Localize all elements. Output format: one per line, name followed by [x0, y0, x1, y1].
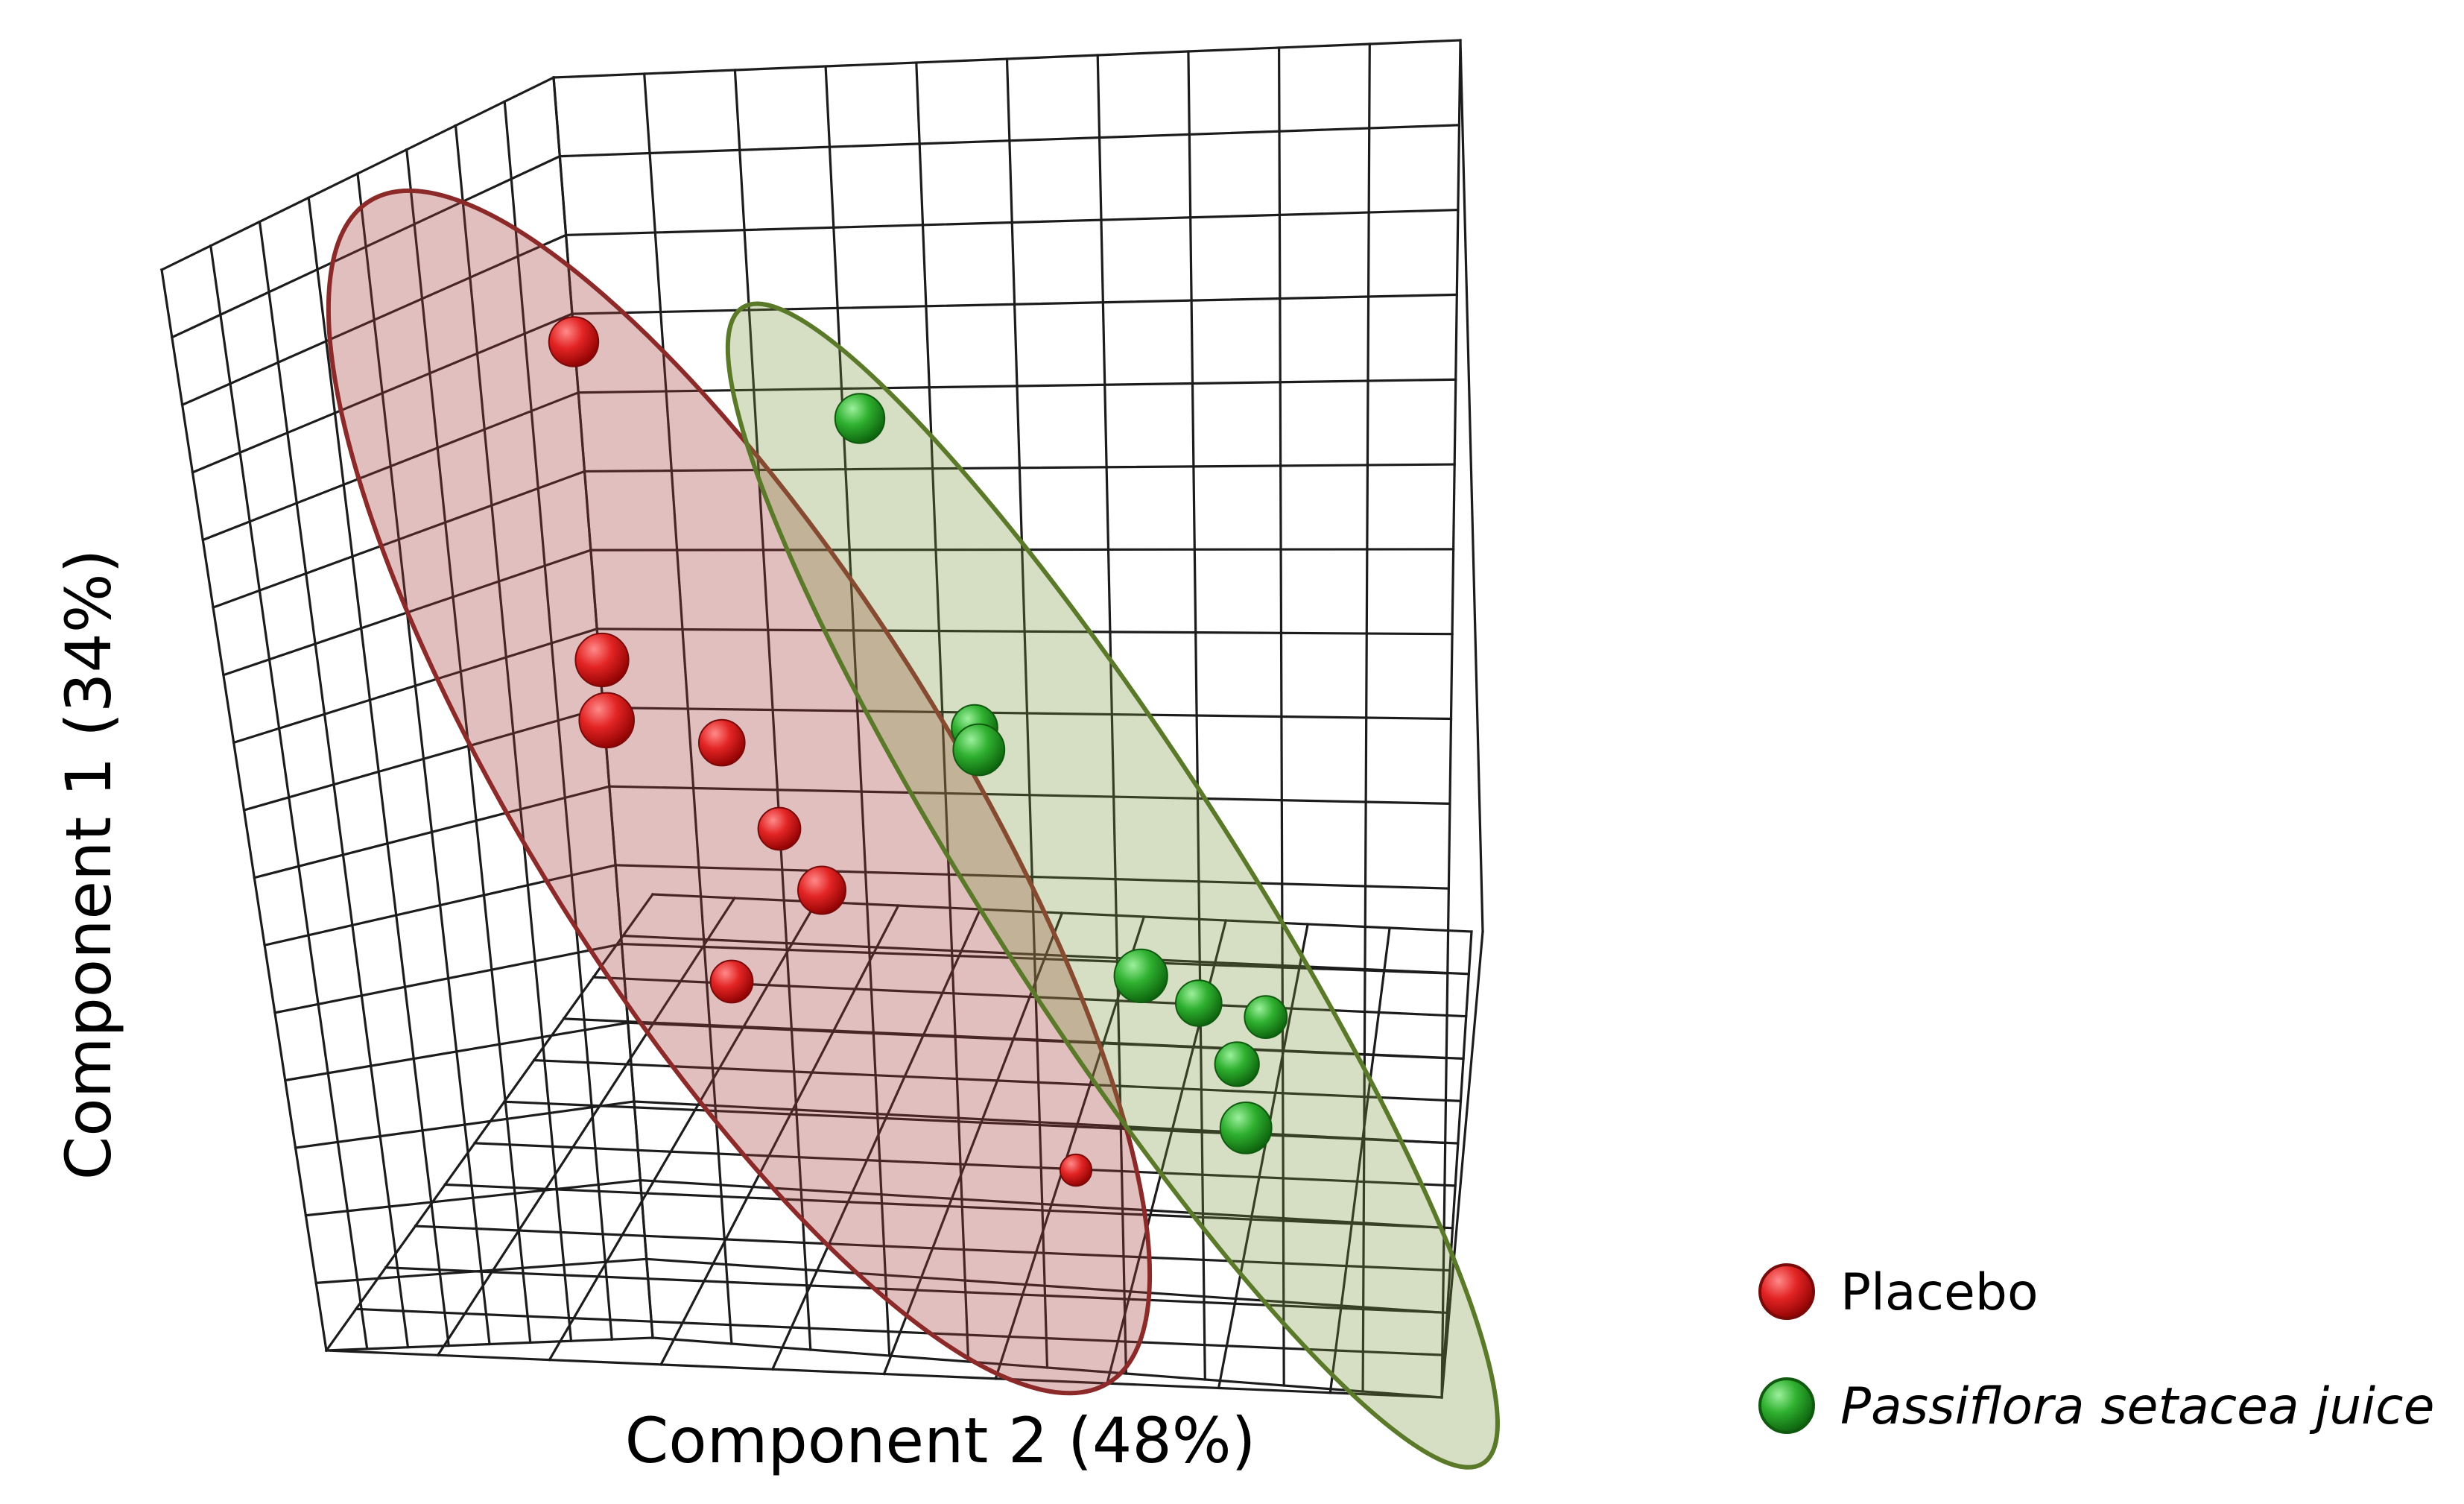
data-point-placebo: [1059, 1153, 1093, 1187]
gridline-floor-width: [503, 1100, 1460, 1145]
confidence-ellipse-passiflora: [725, 301, 1500, 1470]
gridline-back-horizontal: [552, 39, 1462, 79]
group-ellipses: [326, 188, 1500, 1470]
gridline-back-horizontal: [614, 864, 1451, 890]
gridline-floor-width: [533, 1058, 1463, 1102]
gridline-floor-width: [621, 934, 1471, 976]
gridline-left-horizontal: [273, 942, 624, 1014]
gridline-left-horizontal: [304, 1178, 642, 1217]
gridline-floor-depth: [659, 903, 900, 1367]
gridline-floor-width: [355, 1307, 1446, 1356]
gridline-floor-width: [562, 1017, 1465, 1061]
y-axis-label: Component 1 (34%): [52, 549, 125, 1181]
gridline-floor-width: [325, 1349, 1443, 1399]
data-point-passiflora: [1175, 979, 1223, 1027]
legend-label-passiflora: Passiflora setacea juice: [1840, 1377, 2434, 1436]
data-point-placebo: [574, 632, 630, 688]
gridline-left-horizontal: [325, 1336, 654, 1352]
gridline-floor-width: [443, 1183, 1454, 1230]
legend: Placebo Passiflora setacea juice: [1758, 1263, 2434, 1436]
gridline-floor-depth: [770, 907, 982, 1371]
legend-marker-passiflora: [1758, 1377, 1815, 1434]
gridline-floor-depth: [1217, 923, 1310, 1390]
gridline-back-horizontal: [601, 706, 1453, 721]
gridline-left-horizontal: [201, 391, 580, 542]
gridline-right-edge: [1459, 39, 1484, 933]
gridline-floor-depth: [324, 892, 655, 1353]
gridline-back-horizontal: [651, 1336, 1443, 1399]
gridline-floor-width: [473, 1142, 1457, 1187]
gridline-back-horizontal: [589, 548, 1455, 552]
data-point-placebo: [578, 692, 636, 749]
gridline-floor-depth: [1328, 926, 1391, 1394]
data-point-placebo: [797, 865, 846, 915]
gridline-left-horizontal: [242, 706, 605, 812]
gridline-back-horizontal: [571, 293, 1458, 315]
gridline-floor-width: [414, 1225, 1451, 1272]
gridline-right-edge: [1440, 930, 1484, 1399]
gridline-left-horizontal: [283, 1021, 630, 1082]
gridline-back-horizontal: [564, 208, 1460, 237]
data-point-passiflora: [1219, 1102, 1273, 1154]
gridline-left-horizontal: [232, 627, 599, 745]
data-points: [548, 316, 1288, 1187]
gridline-back-horizontal: [644, 1257, 1445, 1314]
data-point-passiflora: [1244, 995, 1288, 1039]
data-point-passiflora: [1214, 1041, 1260, 1087]
gridline-floor-depth: [994, 914, 1146, 1380]
x-axis-label: Component 2 (48%): [625, 1404, 1256, 1477]
legend-marker-placebo: [1758, 1263, 1815, 1320]
data-point-placebo: [757, 806, 802, 851]
gridline-back-horizontal: [595, 628, 1454, 636]
gridline-back-horizontal: [608, 785, 1451, 805]
gridline-left-horizontal: [263, 863, 618, 947]
gridline-back-horizontal: [577, 378, 1457, 394]
gridline-floor-depth: [548, 900, 818, 1362]
data-point-placebo: [709, 959, 754, 1004]
confidence-ellipse-placebo: [326, 188, 1153, 1396]
gridline-left-horizontal: [159, 75, 556, 272]
gridline-floor-depth: [436, 896, 737, 1357]
gridline-left-horizontal: [212, 470, 586, 610]
legend-item-passiflora: Passiflora setacea juice: [1758, 1377, 2434, 1436]
gridline-back-horizontal: [558, 124, 1461, 158]
data-point-passiflora: [834, 393, 886, 444]
gridline-left-horizontal: [180, 233, 568, 407]
gridline-left-horizontal: [253, 785, 611, 879]
legend-item-placebo: Placebo: [1758, 1263, 2039, 1322]
gridline-back-horizontal: [583, 463, 1456, 473]
gridline-floor-depth: [1440, 930, 1473, 1399]
gridline-left-horizontal: [170, 154, 562, 339]
gridline-left-horizontal: [294, 1100, 636, 1149]
gridline-left-horizontal: [191, 312, 574, 474]
legend-label-placebo: Placebo: [1840, 1263, 2039, 1322]
data-point-passiflora: [952, 723, 1006, 777]
gridline-floor-width: [651, 893, 1473, 933]
data-point-passiflora: [1113, 948, 1168, 1004]
data-point-placebo: [698, 718, 746, 767]
data-point-placebo: [548, 316, 600, 367]
